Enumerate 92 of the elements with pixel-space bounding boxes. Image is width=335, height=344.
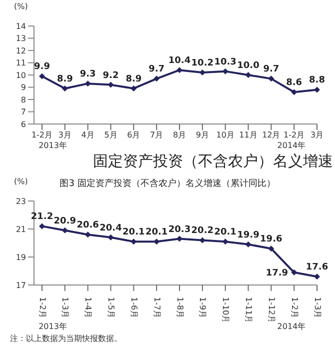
- text: 20.4: [100, 223, 122, 234]
- point: [84, 80, 91, 87]
- point: [39, 223, 45, 230]
- text: 8.9: [56, 74, 73, 84]
- text: 17.9: [266, 268, 288, 278]
- point: [314, 274, 320, 280]
- x-tick-label: 11月: [239, 130, 258, 140]
- x-tick-label: 1-8月: [175, 297, 184, 318]
- x-tick-label: 1-6月: [129, 297, 138, 318]
- x-tick-label: 3月: [310, 130, 324, 140]
- text: 20.9: [54, 216, 76, 226]
- point: [314, 86, 320, 93]
- text: 20.1: [214, 228, 236, 238]
- x-tick-label: 1-5月: [106, 297, 116, 318]
- text: 9.7: [148, 64, 165, 75]
- text: 8.9: [126, 74, 142, 84]
- y-tick-label: 7: [20, 108, 26, 117]
- text: 固定资产投资（不含农户）名义增速: [92, 152, 334, 171]
- y-axis-title: (%): [14, 177, 28, 186]
- point: [62, 85, 68, 92]
- text: 9.7: [263, 64, 280, 75]
- text: 2013年: [38, 140, 67, 151]
- text: 10.3: [214, 57, 236, 68]
- point: [130, 85, 137, 92]
- x-tick-label: 1-11月: [244, 297, 254, 324]
- text: 20.6: [76, 220, 99, 231]
- x-tick-label: 5月: [104, 130, 118, 140]
- text: 注：以上数据为当期快报数据。: [9, 333, 123, 344]
- text: 17.6: [306, 262, 328, 273]
- x-tick-label: 1-10月: [221, 297, 230, 324]
- text: 20.1: [122, 228, 145, 238]
- x-tick-label: 1-2月: [31, 130, 53, 140]
- text: 10.0: [237, 61, 260, 71]
- y-tick-label: 17: [16, 280, 26, 290]
- text: 8.6: [286, 78, 302, 88]
- y-tick-label: 19: [16, 252, 26, 262]
- text: 20.1: [145, 228, 168, 238]
- y-tick-label: 13: [16, 34, 26, 44]
- x-tick-label: 1-3月: [312, 297, 322, 318]
- point: [62, 227, 68, 234]
- point: [245, 72, 252, 78]
- y-tick-label: 21: [16, 224, 26, 234]
- y-tick-label: 9: [20, 83, 26, 92]
- point: [291, 269, 298, 276]
- text: 9.2: [102, 70, 119, 81]
- point: [268, 76, 274, 82]
- x-tick-label: 9月: [196, 130, 209, 140]
- x-tick-label: 8月: [172, 130, 186, 140]
- text: 9.3: [80, 70, 96, 80]
- x-tick-label: 10月: [216, 130, 234, 140]
- text: 21.2: [30, 212, 54, 222]
- point: [176, 67, 182, 74]
- x-tick-label: 1-2月: [38, 297, 47, 318]
- point: [154, 76, 160, 82]
- text: 19.6: [260, 234, 282, 245]
- text: 19.9: [237, 230, 260, 240]
- text: 2014年: [277, 321, 306, 332]
- point: [176, 236, 182, 242]
- y-axis-title: (%): [14, 2, 28, 11]
- x-tick-label: 1-4月: [84, 297, 93, 318]
- text: 2014年: [277, 140, 306, 151]
- x-tick-label: 1-2月: [284, 130, 305, 140]
- point: [154, 238, 160, 245]
- text: 2013年: [38, 321, 67, 332]
- chart-title: 图3 固定资产投资（不含农户）名义增速（累计同比）: [60, 179, 276, 189]
- y-tick-label: 6: [20, 120, 26, 129]
- x-tick-label: 4月: [81, 130, 94, 140]
- x-tick-label: 6月: [127, 130, 140, 140]
- text: 20.2: [191, 226, 214, 236]
- y-tick-label: 8: [20, 95, 26, 104]
- y-tick-label: 10: [16, 70, 26, 80]
- x-tick-label: 1-2月: [290, 297, 299, 318]
- x-tick-label: 12月: [262, 130, 280, 140]
- y-tick-label: 12: [16, 46, 26, 56]
- x-tick-label: 1-9月: [198, 297, 208, 318]
- x-tick-label: 7月: [150, 130, 164, 140]
- x-tick-label: 1-3月: [60, 297, 70, 318]
- text: 8.8: [309, 76, 325, 86]
- y-tick-label: 11: [16, 58, 26, 68]
- text: 10.4: [168, 56, 191, 66]
- point: [291, 89, 298, 96]
- text: 20.3: [168, 224, 191, 235]
- point: [84, 232, 91, 238]
- text: 9.9: [34, 62, 50, 72]
- point: [39, 73, 45, 80]
- y-tick-label: 14: [16, 22, 26, 31]
- x-tick-label: 1-7月: [152, 297, 162, 318]
- text: 10.2: [191, 58, 214, 69]
- y-tick-label: 23: [16, 196, 26, 206]
- point: [268, 246, 274, 252]
- x-tick-label: 3月: [58, 130, 72, 140]
- x-tick-label: 1-12月: [266, 297, 276, 324]
